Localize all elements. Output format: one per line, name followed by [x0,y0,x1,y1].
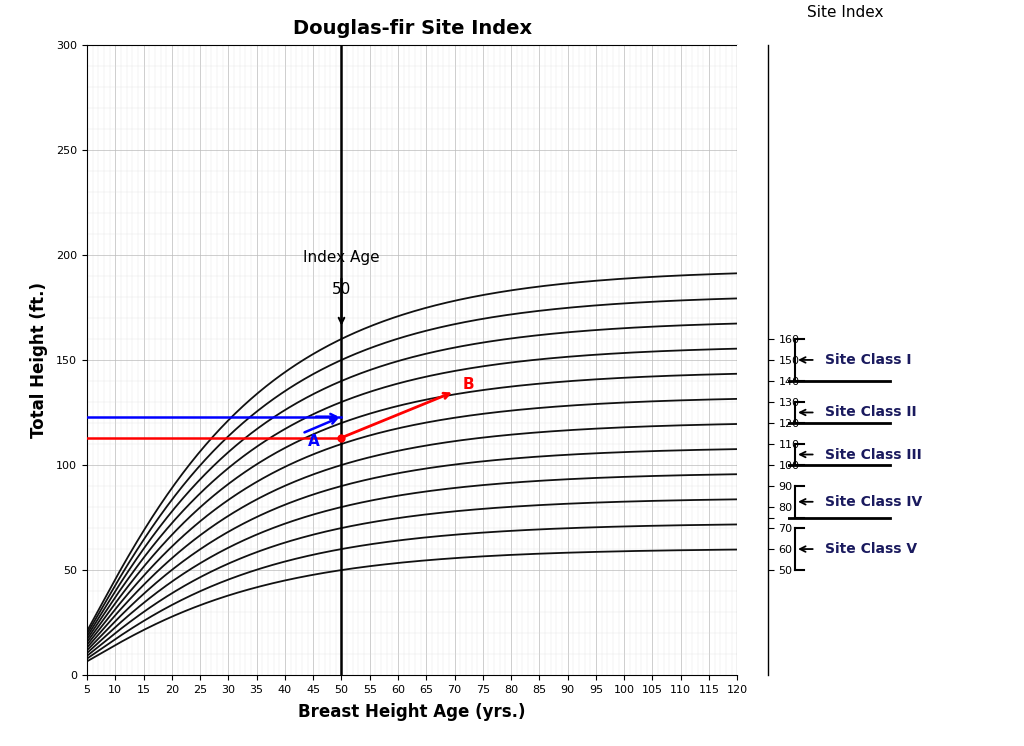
Text: Site Class II: Site Class II [824,406,916,419]
X-axis label: Breast Height Age (yrs.): Breast Height Age (yrs.) [298,703,526,721]
Y-axis label: Total Height (ft.): Total Height (ft.) [30,282,48,438]
Text: Site Class III: Site Class III [824,448,922,462]
Text: B: B [463,377,475,392]
Text: 50: 50 [332,282,351,297]
Text: Site Index: Site Index [807,4,883,19]
Title: Douglas-fir Site Index: Douglas-fir Site Index [293,19,531,37]
Text: Site Class I: Site Class I [824,353,911,367]
Text: Index Age: Index Age [303,251,380,266]
Text: Site Class IV: Site Class IV [824,495,922,509]
Text: A: A [307,434,319,449]
Text: Site Class V: Site Class V [824,542,916,556]
